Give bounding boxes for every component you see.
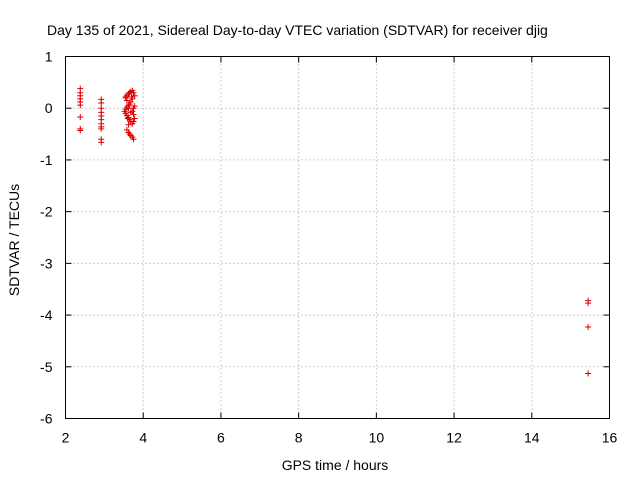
x-tick-label: 12 <box>446 430 462 446</box>
x-tick-label: 4 <box>139 430 147 446</box>
data-point <box>77 127 84 134</box>
data-point <box>585 300 592 307</box>
data-point <box>124 115 131 122</box>
y-tick-label: -5 <box>40 359 53 375</box>
x-axis-label: GPS time / hours <box>282 457 389 473</box>
y-axis-label: SDTVAR / TECUs <box>6 184 22 296</box>
data-points <box>77 85 592 377</box>
y-tick-label: 1 <box>45 49 53 65</box>
x-tick-label: 10 <box>369 430 385 446</box>
data-point <box>585 323 592 330</box>
data-point <box>131 103 138 110</box>
x-tick-label: 6 <box>217 430 225 446</box>
data-point <box>126 131 133 138</box>
data-point <box>130 136 137 143</box>
data-point <box>98 139 105 146</box>
chart-title: Day 135 of 2021, Sidereal Day-to-day VTE… <box>47 22 548 38</box>
data-point <box>131 115 138 122</box>
data-point <box>125 121 132 128</box>
data-point <box>77 114 84 121</box>
x-tick-label: 14 <box>524 430 540 446</box>
data-point <box>122 94 129 101</box>
plot-frame <box>65 56 610 419</box>
y-tick-label: 0 <box>45 100 53 116</box>
data-point <box>130 89 137 96</box>
data-point <box>98 125 105 132</box>
x-tick-labels: 2 4 6 8 10 12 14 16 <box>62 430 618 446</box>
y-tick-label: -4 <box>40 307 53 323</box>
data-point <box>130 118 137 125</box>
data-point <box>123 97 130 104</box>
data-point <box>125 105 132 112</box>
data-point <box>128 93 135 100</box>
data-point <box>98 100 105 107</box>
data-point <box>77 102 84 109</box>
y-tick-labels: 1 0 -1 -2 -3 -4 -5 -6 <box>40 49 53 427</box>
y-tick-label: -3 <box>40 255 53 271</box>
x-tick-label: 8 <box>295 430 303 446</box>
data-point <box>131 92 138 99</box>
x-tick-label: 16 <box>602 430 618 446</box>
data-point <box>127 109 134 116</box>
axis-ticks <box>65 56 610 419</box>
data-point <box>585 370 592 377</box>
y-tick-label: -6 <box>40 411 53 427</box>
y-tick-label: -2 <box>40 204 53 220</box>
x-tick-label: 2 <box>62 430 70 446</box>
data-point <box>129 108 136 115</box>
y-tick-label: -1 <box>40 152 53 168</box>
grid-lines <box>65 56 610 419</box>
